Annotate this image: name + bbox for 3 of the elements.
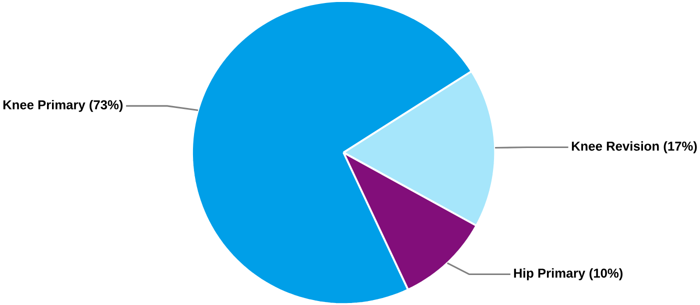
slice-label: Knee Revision (17%) — [572, 141, 697, 154]
slice-label: Hip Primary (10%) — [514, 268, 623, 280]
slice-label: Knee Primary (73%) — [3, 100, 123, 112]
